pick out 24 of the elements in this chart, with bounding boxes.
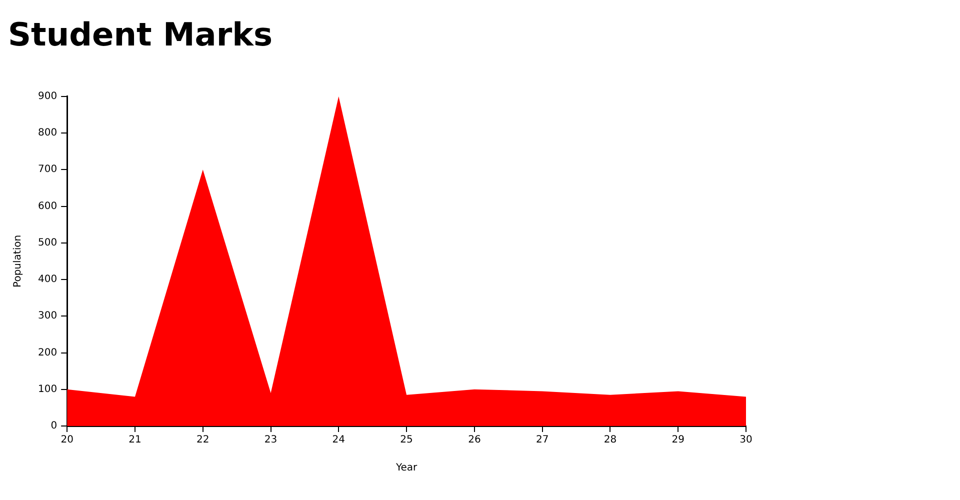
y-tick-label: 0 bbox=[50, 420, 58, 432]
y-tick-label: 400 bbox=[38, 274, 58, 286]
y-tick-label: 200 bbox=[38, 347, 58, 358]
x-tick-label: 20 bbox=[60, 434, 74, 446]
x-tick-label: 26 bbox=[468, 434, 481, 446]
x-tick-label: 23 bbox=[264, 434, 278, 446]
x-tick-label: 29 bbox=[672, 434, 684, 446]
x-tick-label: 30 bbox=[740, 434, 752, 446]
y-tick-label: 300 bbox=[38, 310, 58, 322]
x-tick-label: 27 bbox=[536, 434, 549, 446]
x-tick-label: 25 bbox=[400, 434, 413, 446]
y-axis-title: Population bbox=[12, 234, 24, 288]
y-tick-label: 500 bbox=[38, 237, 58, 248]
x-tick-label: 24 bbox=[332, 434, 346, 446]
y-tick-label: 800 bbox=[38, 128, 58, 139]
y-tick-label: 100 bbox=[38, 384, 58, 395]
chart-title: Student Marks bbox=[8, 16, 272, 54]
x-tick-label: 22 bbox=[196, 434, 210, 446]
x-tick-label: 28 bbox=[604, 434, 617, 446]
x-tick-label: 21 bbox=[128, 434, 142, 446]
y-tick-label: 600 bbox=[38, 200, 58, 212]
y-tick-label: 700 bbox=[38, 164, 58, 176]
x-axis-title: Year bbox=[394, 462, 418, 474]
y-tick-label: 900 bbox=[38, 90, 58, 102]
